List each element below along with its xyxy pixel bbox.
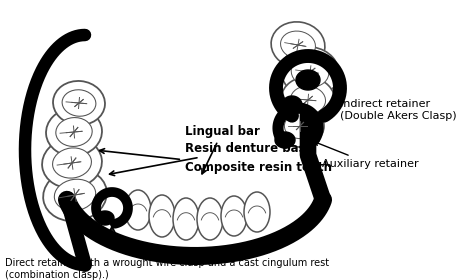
Ellipse shape	[281, 31, 316, 59]
Ellipse shape	[284, 113, 316, 139]
Ellipse shape	[281, 47, 339, 97]
Polygon shape	[296, 70, 320, 90]
Polygon shape	[275, 132, 295, 148]
Ellipse shape	[281, 77, 335, 123]
Ellipse shape	[46, 108, 102, 156]
Ellipse shape	[55, 179, 96, 211]
Ellipse shape	[271, 22, 325, 68]
Ellipse shape	[221, 196, 247, 236]
Ellipse shape	[291, 57, 329, 87]
Ellipse shape	[244, 192, 270, 232]
Ellipse shape	[53, 148, 91, 178]
Text: Composite resin teeth: Composite resin teeth	[100, 149, 332, 174]
Ellipse shape	[149, 195, 175, 237]
Ellipse shape	[276, 105, 324, 147]
Ellipse shape	[43, 169, 107, 221]
Text: Direct retainer with a wrought wire clasp and a cast cingulum rest
(combination : Direct retainer with a wrought wire clas…	[5, 258, 329, 280]
Text: Auxiliary retainer: Auxiliary retainer	[314, 141, 419, 169]
Ellipse shape	[53, 81, 105, 125]
Polygon shape	[96, 211, 114, 225]
Text: Resin denture base: Resin denture base	[109, 141, 314, 176]
Text: Indirect retainer
(Double Akers Clasp): Indirect retainer (Double Akers Clasp)	[334, 95, 456, 121]
Polygon shape	[282, 96, 302, 114]
Ellipse shape	[56, 118, 92, 146]
Ellipse shape	[62, 90, 96, 116]
Ellipse shape	[173, 198, 199, 240]
Ellipse shape	[125, 190, 151, 230]
Ellipse shape	[197, 198, 223, 240]
Text: Lingual bar: Lingual bar	[185, 125, 260, 174]
Ellipse shape	[291, 86, 326, 114]
Ellipse shape	[42, 138, 102, 188]
